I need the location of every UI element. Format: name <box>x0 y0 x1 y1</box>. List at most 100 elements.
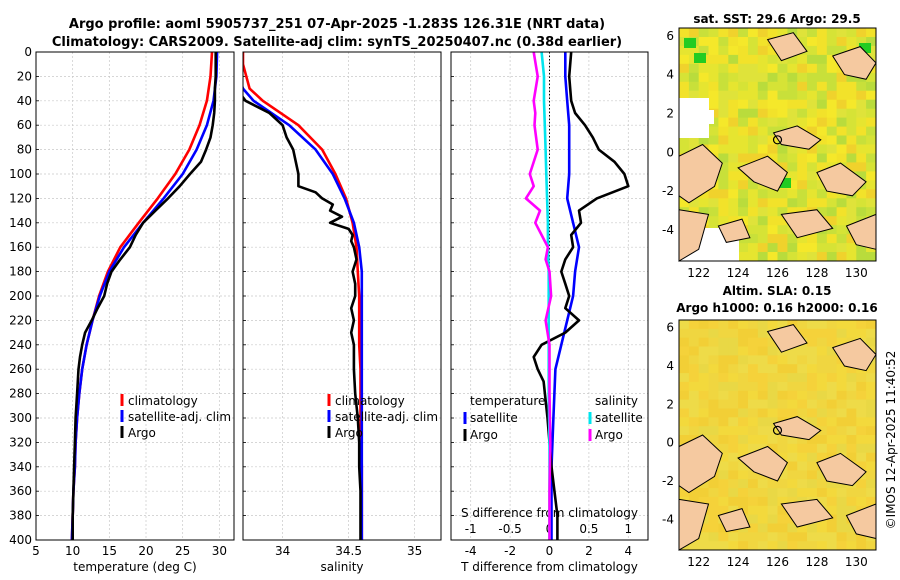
map-cell <box>856 417 867 427</box>
map-cell <box>708 207 719 217</box>
map-cell <box>698 207 709 217</box>
map-cell <box>816 28 828 38</box>
map-cell <box>748 117 759 128</box>
map-cell <box>767 337 778 347</box>
map-cell <box>836 514 847 524</box>
map-cell <box>708 189 719 199</box>
map-cell <box>767 28 778 38</box>
map-cell <box>679 63 690 74</box>
map-cell <box>836 99 847 110</box>
map-x-tick-label: 124 <box>727 266 750 280</box>
land-mass <box>717 218 751 243</box>
cool-patch <box>694 53 706 63</box>
map-cell <box>826 207 838 217</box>
map-cell <box>718 505 729 516</box>
map-cell <box>757 426 769 436</box>
map-cell <box>816 252 828 262</box>
map-cell <box>846 399 857 409</box>
map-cell <box>797 252 808 262</box>
map-cell <box>757 234 769 244</box>
map-cell <box>728 63 739 74</box>
map-cell <box>698 346 709 356</box>
map-cell <box>836 117 847 128</box>
map-cell <box>846 99 857 110</box>
map-cell <box>688 346 700 356</box>
map-cell <box>718 470 729 480</box>
map-cell <box>856 479 867 489</box>
map-cell <box>807 320 818 330</box>
map-cell <box>718 443 729 454</box>
map-cell <box>698 189 709 199</box>
map-cell <box>846 198 857 208</box>
map-cell <box>787 99 798 110</box>
map-cell <box>708 337 719 347</box>
map-cell <box>757 99 769 110</box>
map-cell <box>826 189 838 199</box>
map-cell <box>856 452 867 462</box>
map-cell <box>748 72 759 83</box>
map-cell <box>807 435 818 445</box>
map-cell <box>738 479 749 489</box>
map-cell <box>708 364 719 374</box>
map-cell <box>846 108 857 119</box>
map-cell <box>698 72 709 83</box>
map-cell <box>738 243 749 253</box>
map-cell <box>738 45 749 56</box>
map-cell <box>797 99 808 110</box>
map-cell <box>816 470 828 480</box>
map-cell <box>708 523 719 533</box>
map-cell <box>787 355 798 365</box>
map-cell <box>787 488 798 498</box>
map-cell <box>708 505 719 516</box>
map-cell <box>728 364 739 374</box>
map-cell <box>826 45 838 56</box>
map-cell <box>826 496 838 507</box>
map-cell <box>797 28 808 38</box>
map-cell <box>777 452 788 462</box>
map-cell <box>767 320 778 330</box>
map-cell <box>757 28 769 38</box>
map-cell <box>856 328 867 339</box>
map-cell <box>787 81 798 92</box>
map-cell <box>807 153 818 163</box>
map-cell <box>757 108 769 119</box>
map-cell <box>856 408 867 418</box>
map-cell <box>866 541 877 551</box>
map-cell <box>767 435 778 445</box>
map-cell <box>816 435 828 445</box>
map-cell <box>777 90 788 101</box>
map-cell <box>738 470 749 480</box>
map-cell <box>797 461 808 471</box>
map-cell <box>846 532 857 542</box>
map-cell <box>698 523 709 533</box>
map-cell <box>807 408 818 418</box>
map-y-tick-label: -2 <box>662 474 674 488</box>
map-cell <box>688 390 700 401</box>
map-cell <box>688 328 700 339</box>
map-cell <box>846 390 857 401</box>
map-cell <box>728 144 739 154</box>
map-cell <box>767 381 778 392</box>
map-cell <box>807 45 818 56</box>
map-cell <box>846 452 857 462</box>
map-cell <box>748 435 759 445</box>
map-cell <box>816 532 828 542</box>
map-cell <box>688 399 700 409</box>
map-cell <box>846 328 857 339</box>
map-cell <box>738 417 749 427</box>
map-cell <box>846 207 857 217</box>
map-cell <box>797 243 808 253</box>
map-cell <box>738 328 749 339</box>
map-cell <box>767 126 778 137</box>
map-cell <box>708 37 719 47</box>
map-cell <box>826 90 838 101</box>
map-cell <box>698 28 709 38</box>
axes-frame <box>35 51 235 541</box>
map-cell <box>787 523 798 533</box>
map-cell <box>866 381 877 392</box>
map-cell <box>728 470 739 480</box>
map-cell <box>866 189 877 199</box>
map-cell <box>866 135 877 145</box>
map-cell <box>718 320 729 330</box>
map-cell <box>797 153 808 163</box>
